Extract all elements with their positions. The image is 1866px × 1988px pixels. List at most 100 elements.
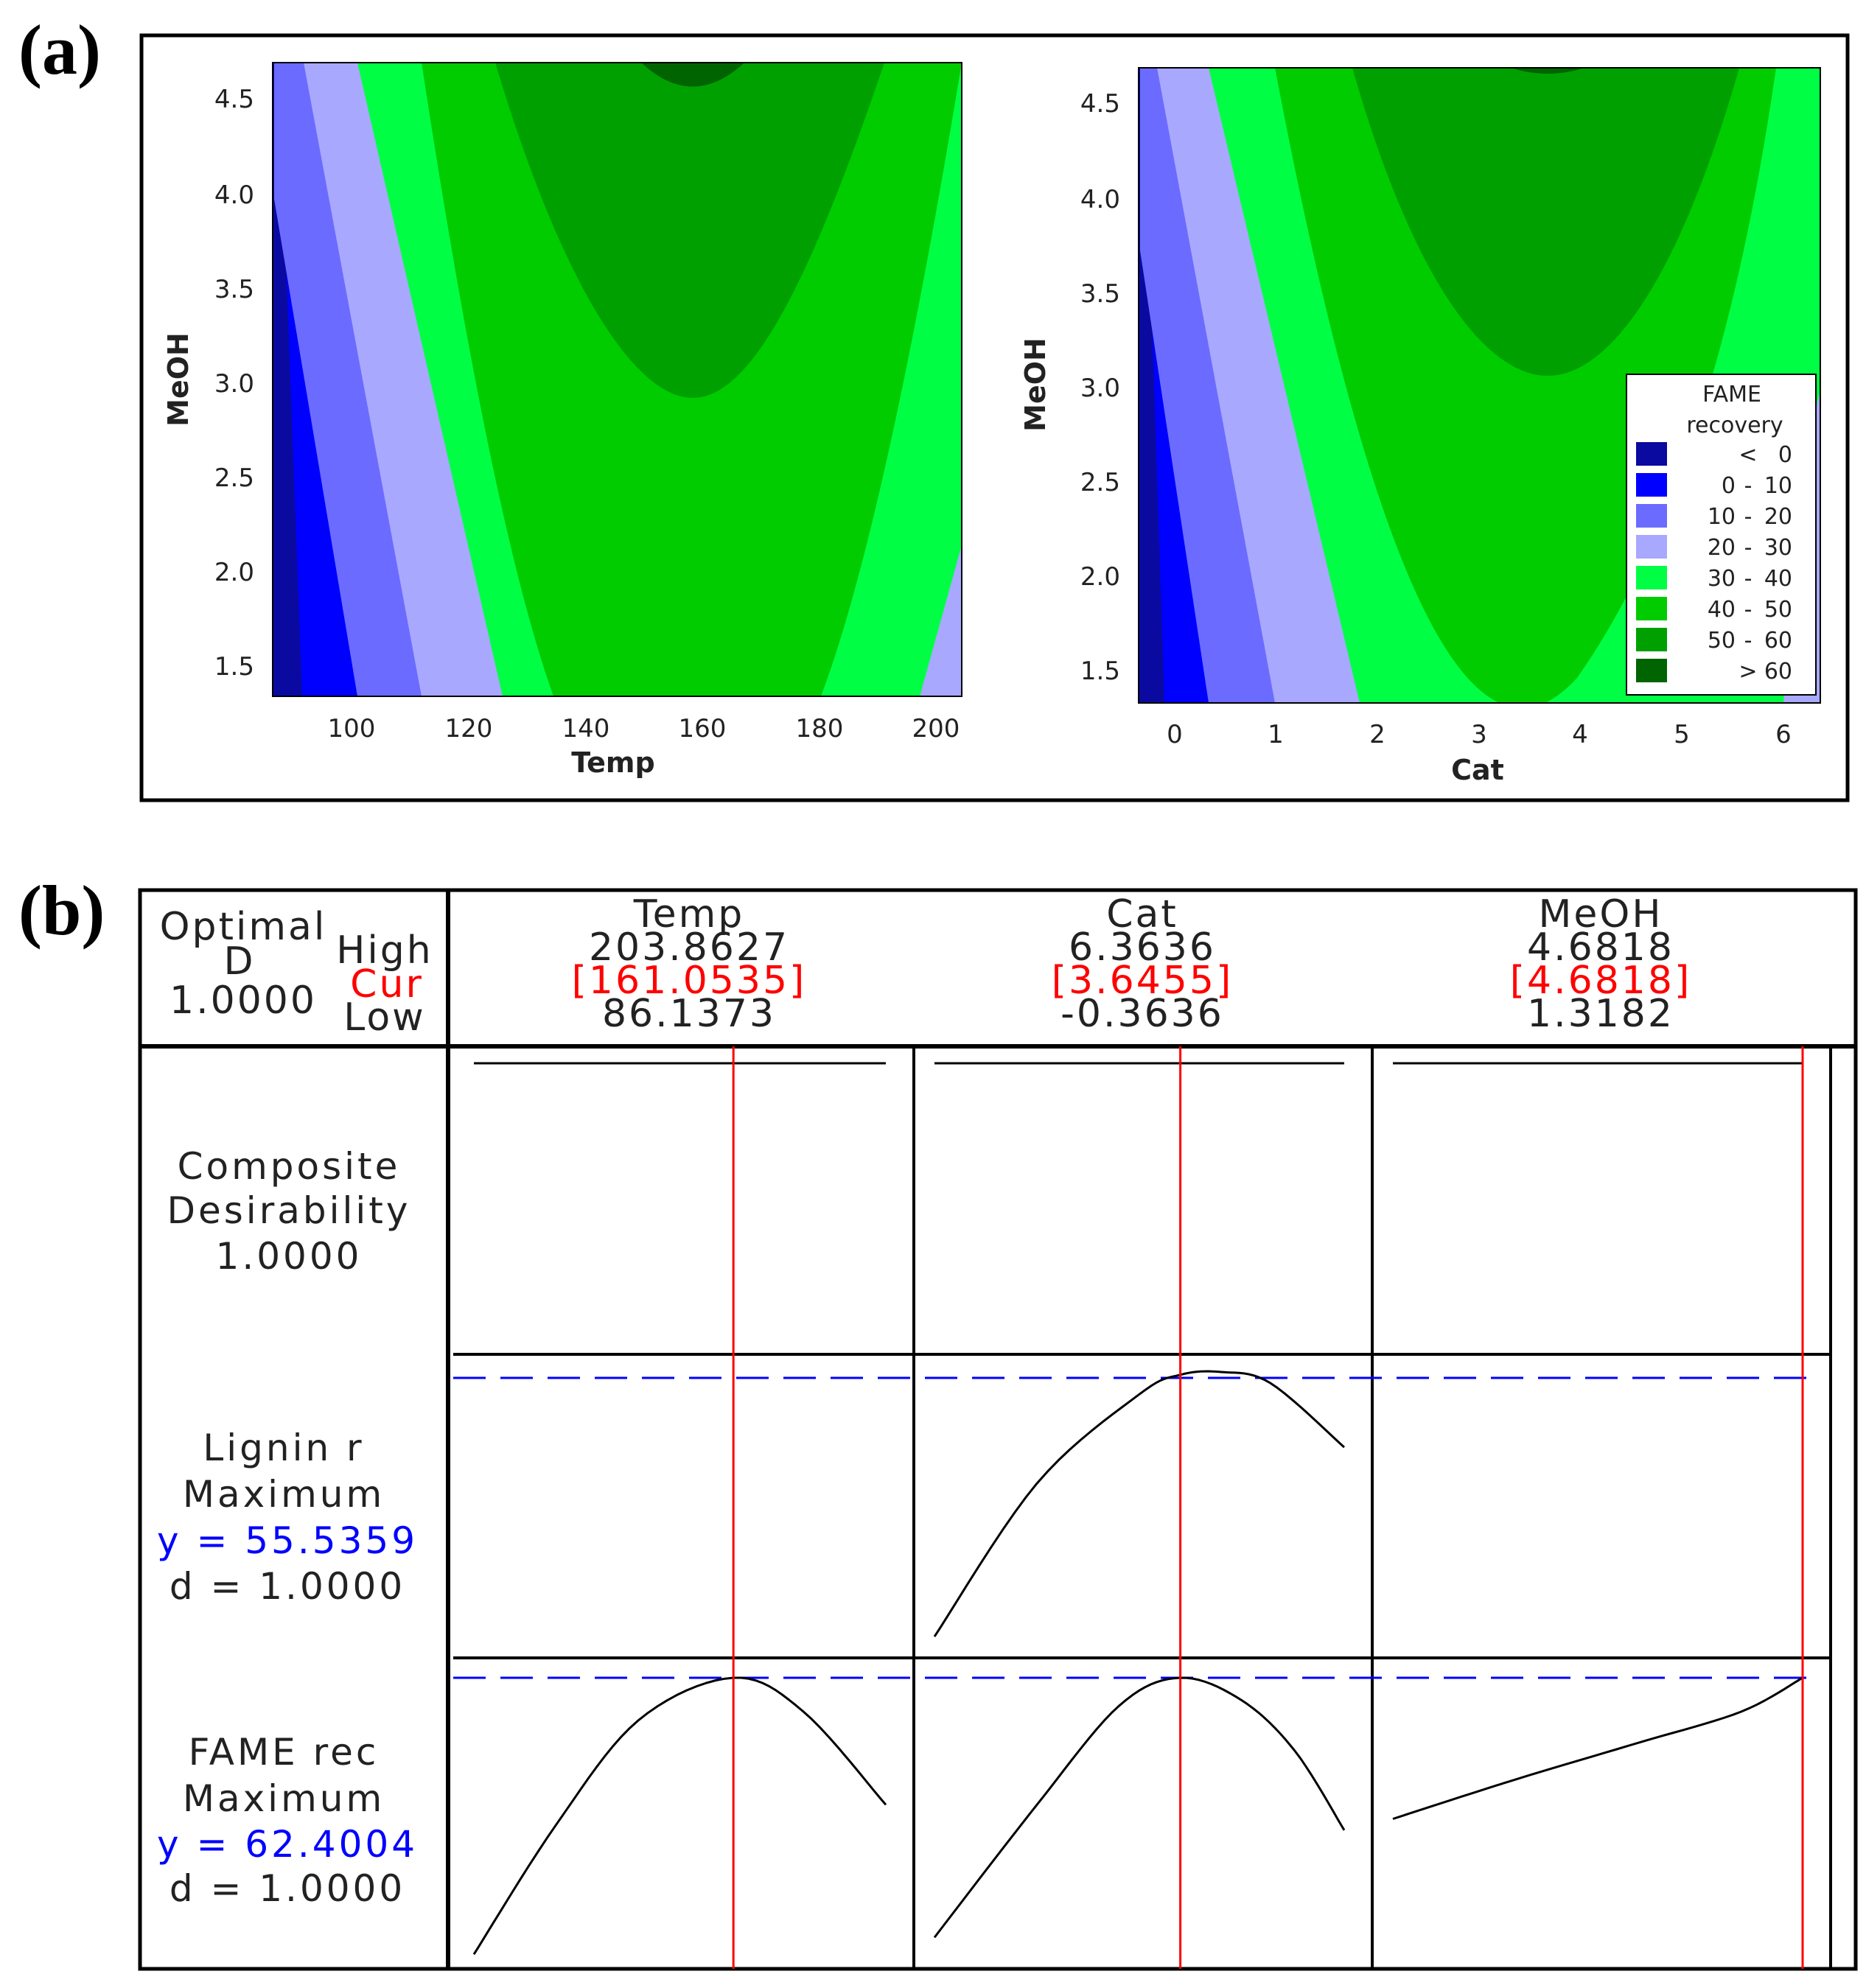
tick-cat-4: 4: [1572, 720, 1588, 749]
factor-cur-cat: [3.6455]: [1052, 959, 1234, 1003]
legend-op-7: >: [1739, 659, 1757, 685]
x-ticks-temp: 100 120 140 160 180 200: [328, 714, 960, 743]
tick-cat-3: 3: [1471, 720, 1487, 749]
tick-meoh2-3.0: 3.0: [1080, 374, 1120, 403]
legend-lo-1: 0: [1722, 473, 1736, 499]
factor-high-temp: 203.8627: [589, 925, 789, 970]
tick-meoh2-4.0: 4.0: [1080, 185, 1120, 214]
fame-d: d = 1.0000: [170, 1867, 405, 1910]
tick-cat-1: 1: [1268, 720, 1284, 749]
legend-lo-2: 10: [1708, 504, 1736, 530]
legend-title-2: recovery: [1686, 413, 1783, 438]
tick-meoh-4.0: 4.0: [214, 181, 254, 210]
tick-temp-100: 100: [328, 714, 376, 743]
tick-meoh-2.0: 2.0: [214, 558, 254, 587]
tick-meoh-1.5: 1.5: [214, 652, 254, 682]
x-axis-label-temp: Temp: [571, 746, 654, 779]
tick-meoh2-3.5: 3.5: [1080, 279, 1120, 309]
tick-meoh-2.5: 2.5: [214, 463, 254, 493]
tick-meoh2-2.5: 2.5: [1080, 468, 1120, 497]
d-value: 1.0000: [170, 979, 317, 1023]
legend-swatch-6: [1636, 628, 1667, 651]
band-gt60: [641, 63, 744, 87]
composite-line2: Desirability: [167, 1189, 410, 1232]
tick-cat-0: 0: [1167, 720, 1183, 749]
y-ticks-temp: 1.5 2.0 2.5 3.0 3.5 4.0 4.5: [214, 85, 254, 682]
legend-swatch-3: [1636, 535, 1667, 559]
high-label: High: [336, 928, 433, 973]
lignin-line1: Lignin r: [203, 1427, 364, 1469]
tick-temp-140: 140: [562, 714, 610, 743]
contour-temp-meoh: [273, 63, 962, 696]
d-label: D: [223, 939, 255, 984]
factor-cat-header: Cat 6.3636 [3.6455] -0.3636: [1052, 892, 1234, 1036]
factor-high-cat: 6.3636: [1069, 925, 1216, 970]
panel-b-frame: [138, 888, 1858, 1971]
band-gt60-2: [1511, 68, 1584, 74]
factor-cur-meoh: [4.6818]: [1510, 959, 1692, 1003]
plot-frame-temp: [272, 62, 962, 697]
factor-low-temp: 86.1373: [602, 992, 776, 1036]
curve-fame-temp: [472, 1676, 887, 1956]
fame-line1: FAME rec: [189, 1731, 380, 1774]
factor-low-meoh: 1.3182: [1527, 992, 1674, 1036]
legend-op-1: -: [1744, 473, 1753, 499]
optimal-label: Optimal: [160, 905, 327, 949]
legend-hi-6: 60: [1764, 628, 1792, 654]
factor-name-cat: Cat: [1106, 892, 1178, 937]
band-50-60: [495, 63, 884, 398]
legend-hi-1: 10: [1764, 473, 1792, 499]
legend-op-6: -: [1744, 628, 1753, 654]
legend-lo-4: 30: [1708, 566, 1736, 592]
row-lignin-label: Lignin r Maximum y = 55.5359 d = 1.0000: [157, 1427, 418, 1608]
legend-lo-5: 40: [1708, 597, 1736, 623]
optimization-grid: [453, 1046, 1832, 1969]
tick-meoh-3.5: 3.5: [214, 275, 254, 304]
factor-temp-header: Temp 203.8627 [161.0535] 86.1373: [572, 892, 807, 1036]
panel-label-a: (a): [18, 10, 101, 89]
lignin-y: y = 55.5359: [157, 1519, 418, 1562]
tick-meoh-3.0: 3.0: [214, 369, 254, 399]
tick-cat-5: 5: [1674, 720, 1690, 749]
panel-label-b: (b): [18, 871, 105, 950]
legend-lo-3: 20: [1708, 535, 1736, 561]
legend: FAME recovery <00-1010-2020-3030-4040-50…: [1626, 374, 1817, 696]
legend-hi-7: 60: [1764, 659, 1792, 685]
tick-temp-200: 200: [912, 714, 960, 743]
y-ticks-cat: 1.5 2.0 2.5 3.0 3.5 4.0 4.5: [1080, 89, 1120, 686]
band-20-30-corner: [920, 545, 962, 696]
composite-line1: Composite: [178, 1145, 401, 1188]
lignin-d: d = 1.0000: [170, 1565, 405, 1608]
low-label: Low: [343, 995, 425, 1040]
panel-a-frame: [139, 33, 1850, 802]
tick-cat-2: 2: [1369, 720, 1385, 749]
plot-frame-cat: [1138, 67, 1821, 704]
factor-cur-temp: [161.0535]: [572, 959, 807, 1003]
tick-meoh-4.5: 4.5: [214, 85, 254, 114]
y-axis-label-meoh-1: MeOH: [162, 332, 195, 427]
y-axis-label-meoh-2: MeOH: [1019, 337, 1052, 432]
legend-hi-3: 30: [1764, 535, 1792, 561]
tick-temp-180: 180: [796, 714, 844, 743]
tick-meoh2-1.5: 1.5: [1080, 657, 1120, 686]
factor-meoh-header: MeOH 4.6818 [4.6818] 1.3182: [1510, 892, 1692, 1036]
legend-hi-5: 50: [1764, 597, 1792, 623]
legend-swatch-4: [1636, 566, 1667, 589]
contour-cat-meoh: [1139, 68, 1820, 703]
legend-op-3: -: [1744, 535, 1753, 561]
fame-y: y = 62.4004: [157, 1823, 418, 1866]
legend-op-0: <: [1739, 442, 1757, 468]
factor-name-meoh: MeOH: [1539, 892, 1663, 937]
legend-swatch-7: [1636, 659, 1667, 682]
row-fame-label: FAME rec Maximum y = 62.4004 d = 1.0000: [157, 1731, 418, 1910]
factor-name-temp: Temp: [633, 892, 745, 937]
fame-line2: Maximum: [183, 1777, 385, 1820]
tick-meoh2-4.5: 4.5: [1080, 89, 1120, 119]
legend-title-1: FAME: [1702, 382, 1761, 407]
factor-high-meoh: 4.6818: [1527, 925, 1674, 970]
x-ticks-cat: 0 1 2 3 4 5 6: [1167, 720, 1792, 749]
legend-op-4: -: [1744, 566, 1753, 592]
legend-lo-6: 50: [1708, 628, 1736, 654]
